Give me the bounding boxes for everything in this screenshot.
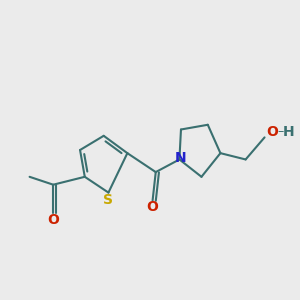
Text: O: O — [146, 200, 158, 214]
Text: H: H — [283, 125, 295, 139]
Text: O: O — [266, 125, 278, 139]
Text: O: O — [47, 213, 59, 227]
Text: N: N — [175, 151, 186, 165]
Text: –: – — [277, 125, 283, 138]
Text: S: S — [103, 193, 113, 206]
